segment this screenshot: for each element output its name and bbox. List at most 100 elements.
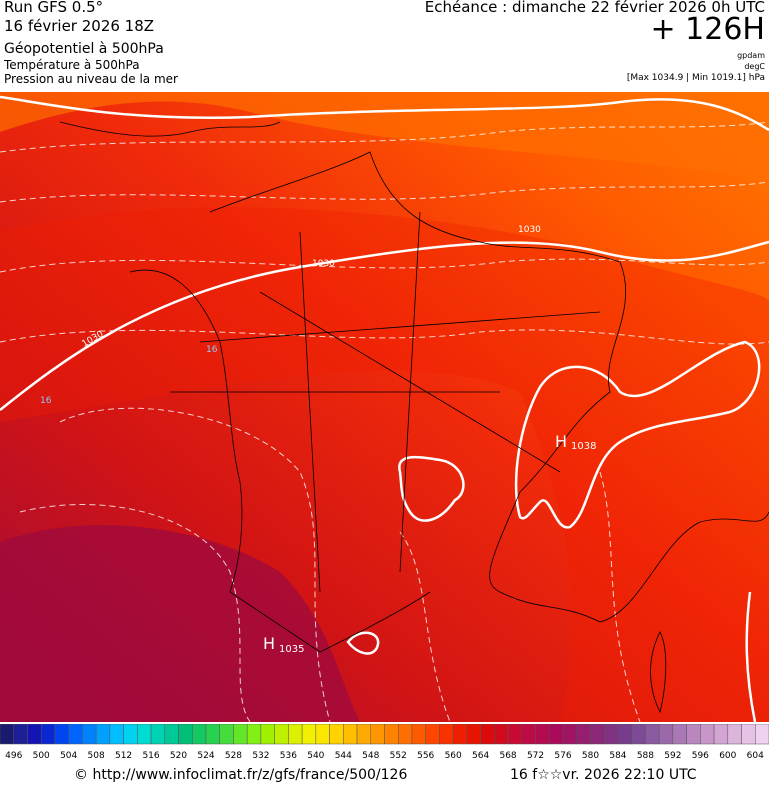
color-swatch: [54, 724, 69, 745]
color-swatch: [535, 724, 550, 745]
color-swatch: [439, 724, 454, 745]
color-swatch: [13, 724, 28, 745]
color-swatch: [741, 724, 756, 745]
echeance: Echéance : dimanche 22 février 2026 0h U…: [424, 0, 765, 16]
colorbar-label: 580: [582, 751, 599, 761]
temp-zone: [0, 92, 769, 182]
color-swatch: [590, 724, 605, 745]
color-swatch: [178, 724, 193, 745]
color-swatch: [494, 724, 509, 745]
forecast-hour: + 126H: [650, 12, 766, 47]
source-url: © http://www.infoclimat.fr/z/gfs/france/…: [74, 767, 408, 783]
color-swatch: [658, 724, 674, 745]
color-swatch: [617, 724, 632, 745]
color-swatch: [95, 724, 111, 745]
color-swatch: [68, 724, 83, 745]
colorbar-label: 552: [390, 751, 407, 761]
colorbar-label: 508: [88, 751, 105, 761]
field-pressure: Pression au niveau de la mer: [4, 72, 178, 86]
color-swatch: [713, 724, 729, 745]
colorbar-label: 568: [499, 751, 516, 761]
color-swatch: [246, 724, 262, 745]
color-swatch: [507, 724, 523, 745]
color-swatch: [521, 724, 536, 745]
color-swatch: [27, 724, 42, 745]
temp-zone: [0, 525, 360, 722]
color-swatch: [343, 724, 358, 745]
color-swatch: [356, 724, 372, 745]
colorbar-label: 512: [115, 751, 132, 761]
color-swatch: [150, 724, 166, 745]
colorbar-label: 560: [445, 751, 462, 761]
color-swatch: [755, 724, 769, 745]
color-swatch: [603, 724, 619, 745]
colorbar-label: 572: [527, 751, 544, 761]
color-swatch: [0, 724, 14, 745]
color-swatch: [645, 724, 660, 745]
timestamp: 16 f☆☆vr. 2026 22:10 UTC: [510, 767, 697, 783]
colorbar-label: 600: [719, 751, 736, 761]
color-swatch: [233, 724, 248, 745]
pressure-range: [Max 1034.9 | Min 1019.1] hPa: [626, 73, 765, 83]
color-swatch: [205, 724, 220, 745]
color-swatch: [562, 724, 578, 745]
color-swatch: [672, 724, 687, 745]
coastlines: [59, 121, 769, 714]
high-marker: H: [263, 634, 275, 653]
color-swatch: [192, 724, 207, 745]
field-main: Géopotentiel à 500hPa: [4, 41, 164, 57]
isobar-label: 1030: [518, 225, 541, 235]
color-swatch: [727, 724, 742, 745]
color-swatch: [700, 724, 715, 745]
color-swatch: [40, 724, 56, 745]
colorbar: 496 500 504 508 512 516 520 524 528 532 536 540 544 5…: [0, 724, 769, 761]
color-swatch: [315, 724, 330, 745]
color-swatch: [384, 724, 399, 745]
temperature-isolines: [0, 121, 769, 722]
color-swatch: [411, 724, 426, 745]
colorbar-label: 548: [362, 751, 379, 761]
colorbar-label: 596: [692, 751, 709, 761]
temp-zone: [0, 207, 769, 722]
colorbar-label: 532: [252, 751, 269, 761]
colorbar-label: 520: [170, 751, 187, 761]
high-pressure: 1035: [279, 644, 304, 655]
color-swatch: [137, 724, 152, 745]
color-swatch: [260, 724, 275, 745]
colorbar-label: 588: [637, 751, 654, 761]
color-swatch: [425, 724, 440, 745]
color-swatch: [329, 724, 344, 745]
unit-temperature: degC: [744, 62, 765, 71]
color-swatch: [686, 724, 701, 745]
color-swatch: [164, 724, 179, 745]
temp-label: 16: [206, 345, 218, 355]
colorbar-label: 496: [5, 751, 22, 761]
high-pressure: 1038: [571, 441, 596, 452]
isobars: [0, 95, 769, 722]
color-swatch: [397, 724, 413, 745]
colorbar-label: 544: [335, 751, 352, 761]
color-swatch: [631, 724, 646, 745]
colorbar-label: 564: [472, 751, 489, 761]
field-temp: Température à 500hPa: [4, 58, 140, 72]
colorbar-label: 504: [60, 751, 77, 761]
colorbar-label: 540: [307, 751, 324, 761]
color-swatch: [82, 724, 97, 745]
colorbar-label: 604: [747, 751, 764, 761]
color-swatch: [288, 724, 303, 745]
color-swatch: [452, 724, 468, 745]
isobar-label: 1030: [312, 259, 335, 269]
colorbar-label: 576: [554, 751, 571, 761]
color-swatch: [109, 724, 124, 745]
colorbar-label: 516: [142, 751, 159, 761]
colorbar-label: 592: [664, 751, 681, 761]
color-swatch: [480, 724, 495, 745]
high-marker: H: [555, 432, 567, 451]
color-swatch: [123, 724, 138, 745]
colorbar-label: 500: [33, 751, 50, 761]
run-date: 16 février 2026 18Z: [4, 17, 155, 35]
color-swatch: [576, 724, 591, 745]
color-swatch: [370, 724, 385, 745]
colorbar-label: 584: [609, 751, 626, 761]
